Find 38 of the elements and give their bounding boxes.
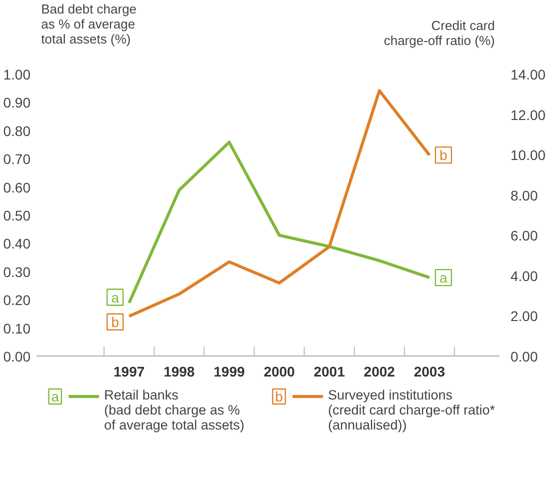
x-tick-label: 2003 <box>414 364 446 380</box>
text: b <box>275 388 283 404</box>
x-tick-label: 2001 <box>314 364 346 380</box>
x-tick-label: 1998 <box>164 364 195 380</box>
y-tick-label: 0.70 <box>3 151 31 168</box>
y2-tick-label: 6.00 <box>510 228 538 244</box>
y-tick-label: 0.00 <box>3 348 31 364</box>
y2-tick-label: 8.00 <box>510 187 538 204</box>
y-tick-label: 0.50 <box>3 208 31 224</box>
y2-tick-label: 12.00 <box>510 106 546 123</box>
y-tick-label: 0.80 <box>3 122 31 139</box>
y2-tick-label: 2.00 <box>510 308 538 324</box>
text: a <box>440 270 448 286</box>
x-tick-label: 1997 <box>114 364 145 380</box>
y-tick-label: 1.00 <box>3 66 31 82</box>
y2-tick-label: 4.00 <box>510 268 538 284</box>
y-tick-label: 0.90 <box>3 94 31 111</box>
y-tick-label: 0.30 <box>3 264 31 280</box>
line-series <box>128 140 431 304</box>
x-tick-label: 2000 <box>264 364 296 380</box>
x-tick-label: 2002 <box>364 364 396 380</box>
y-tick-label: 0.60 <box>3 179 31 196</box>
y-tick-label: 0.10 <box>3 320 31 336</box>
legend-label: Retail banks (bad debt charge as % of average total assets) <box>104 388 244 432</box>
legend-label: Surveyed institutions (credit card charge-off ratio* (annualised)) <box>328 388 496 432</box>
line-series <box>128 89 431 318</box>
annotation: b <box>111 314 120 330</box>
y-axis-title: Bad debt charge as % of average total assets (%) <box>41 2 137 47</box>
y-tick-label: 0.20 <box>3 292 31 308</box>
x-tick-label: 1999 <box>214 364 245 380</box>
y2-tick-label: 14.00 <box>510 66 546 82</box>
y-tick-label: 0.40 <box>3 236 31 252</box>
y2-tick-label: 0.00 <box>510 348 538 364</box>
y2-axis-title: Credit card charge-off ratio (%) <box>384 18 495 48</box>
text: b <box>440 147 448 164</box>
annotation: a <box>111 289 120 306</box>
text: a <box>51 388 59 404</box>
y2-tick-label: 10.00 <box>510 147 546 164</box>
